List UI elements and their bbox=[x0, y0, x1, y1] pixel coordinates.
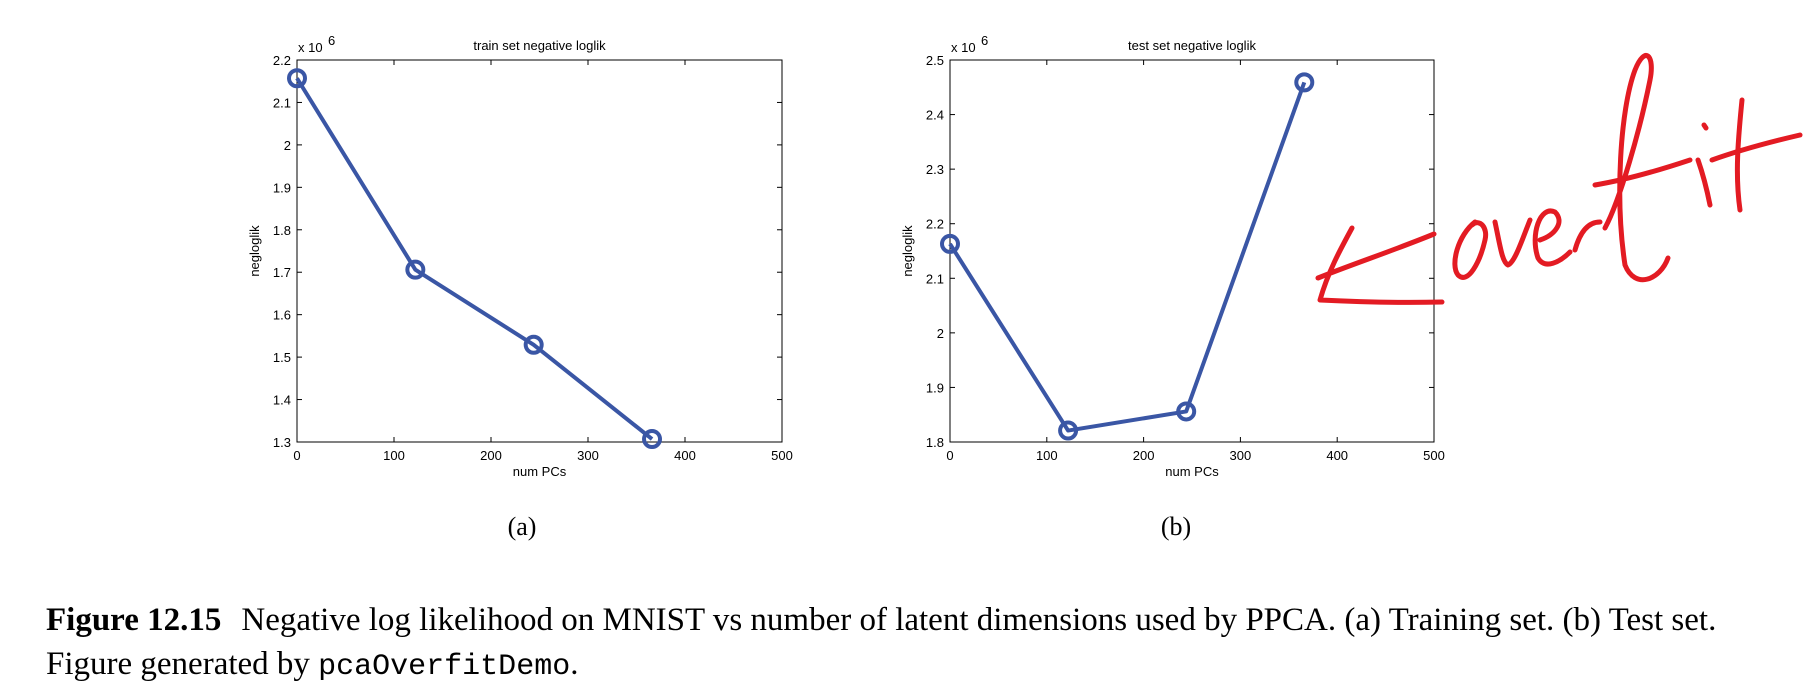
y-axis-label: negloglik bbox=[247, 225, 262, 277]
y-tick-label: 1.9 bbox=[926, 380, 944, 395]
figure: 0 100 200 300 400 500 1.3 1.4 1.5 1.6 1.7 1.8 1.9 2 2.… bbox=[247, 33, 1803, 541]
plot-frame bbox=[949, 59, 1435, 443]
y-tick-label: 1.8 bbox=[926, 435, 944, 450]
x-tick-label: 500 bbox=[771, 448, 793, 463]
plot-frame bbox=[296, 59, 783, 443]
y-tick-label: 2 bbox=[284, 138, 291, 153]
data-point bbox=[287, 68, 307, 89]
y-exponent-power: 6 bbox=[981, 33, 988, 48]
caption-code: pcaOverfitDemo bbox=[318, 650, 571, 684]
y-tick-label: 2.1 bbox=[273, 95, 291, 110]
x-tick-label: 100 bbox=[1036, 448, 1058, 463]
annotation-letter-r bbox=[1572, 219, 1603, 253]
y-tick-label: 1.9 bbox=[273, 180, 291, 195]
chart-title: test set negative loglik bbox=[1128, 38, 1256, 53]
chart-title: train set negative loglik bbox=[473, 38, 606, 53]
y-tick-label: 1.7 bbox=[273, 265, 291, 280]
annotation-letter-e bbox=[1532, 208, 1573, 267]
chart-test: 0 100 200 300 400 500 1.8 1.9 2 2.1 2.2 2.3 2.4 2.5 x … bbox=[900, 33, 1445, 541]
x-tick-label: 300 bbox=[1230, 448, 1252, 463]
y-tick-label: 2.2 bbox=[926, 217, 944, 232]
y-tick-label: 2.4 bbox=[926, 108, 944, 123]
x-tick-label: 200 bbox=[480, 448, 502, 463]
y-axis-label: negloglik bbox=[900, 225, 915, 277]
x-tick-label: 0 bbox=[946, 448, 953, 463]
x-tick-label: 0 bbox=[293, 448, 300, 463]
data-point bbox=[1176, 401, 1197, 422]
y-tick-label: 2.5 bbox=[926, 53, 944, 68]
x-tick-label: 100 bbox=[383, 448, 405, 463]
x-tick-label: 300 bbox=[577, 448, 599, 463]
figure-caption: Figure 12.15 Negative log likelihood on M… bbox=[46, 598, 1766, 689]
annotation-letter-t bbox=[1709, 97, 1803, 213]
data-point bbox=[523, 334, 544, 355]
annotation-arrow bbox=[1315, 225, 1445, 305]
annotation-letter-f bbox=[1592, 53, 1693, 283]
y-tick-label: 1.5 bbox=[273, 350, 291, 365]
y-tick-label: 1.4 bbox=[273, 393, 291, 408]
y-exponent-label: x 10 bbox=[298, 40, 323, 55]
y-exponent-label: x 10 bbox=[951, 40, 976, 55]
annotation-letter-o bbox=[1452, 219, 1489, 280]
series-line bbox=[295, 77, 654, 441]
series-line bbox=[948, 81, 1307, 433]
x-tick-label: 200 bbox=[1133, 448, 1155, 463]
x-tick-label: 400 bbox=[674, 448, 696, 463]
panel-label: (b) bbox=[1161, 512, 1191, 541]
x-tick-label: 500 bbox=[1423, 448, 1445, 463]
caption-end: . bbox=[570, 646, 579, 682]
y-tick-label: 2 bbox=[937, 326, 944, 341]
data-point bbox=[1058, 420, 1079, 441]
overfit-annotation bbox=[1315, 53, 1803, 305]
chart-train: 0 100 200 300 400 500 1.3 1.4 1.5 1.6 1.7 1.8 1.9 2 2.… bbox=[247, 33, 793, 541]
figure-number: Figure 12.15 bbox=[46, 602, 222, 638]
y-tick-label: 2.3 bbox=[926, 162, 944, 177]
y-tick-label: 1.8 bbox=[273, 223, 291, 238]
data-point bbox=[1294, 72, 1315, 93]
y-tick-label: 1.6 bbox=[273, 308, 291, 323]
data-point bbox=[405, 259, 426, 280]
y-tick-label: 1.3 bbox=[273, 435, 291, 450]
annotation-letter-v bbox=[1492, 217, 1533, 268]
annotation-letter-i bbox=[1695, 122, 1713, 208]
data-point bbox=[940, 233, 960, 254]
x-tick-label: 400 bbox=[1326, 448, 1348, 463]
panel-label: (a) bbox=[508, 512, 537, 541]
data-point bbox=[642, 429, 663, 450]
caption-text: Negative log likelihood on MNIST vs numb… bbox=[46, 602, 1717, 682]
y-tick-label: 2.1 bbox=[926, 271, 944, 286]
x-axis-label: num PCs bbox=[513, 464, 567, 479]
y-tick-label: 2.2 bbox=[273, 53, 291, 68]
x-axis-label: num PCs bbox=[1165, 464, 1219, 479]
y-exponent-power: 6 bbox=[328, 33, 335, 48]
